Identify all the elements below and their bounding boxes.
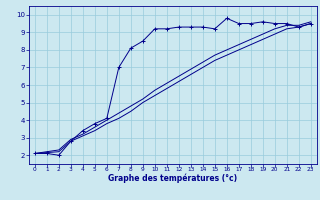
X-axis label: Graphe des températures (°c): Graphe des températures (°c) [108, 174, 237, 183]
